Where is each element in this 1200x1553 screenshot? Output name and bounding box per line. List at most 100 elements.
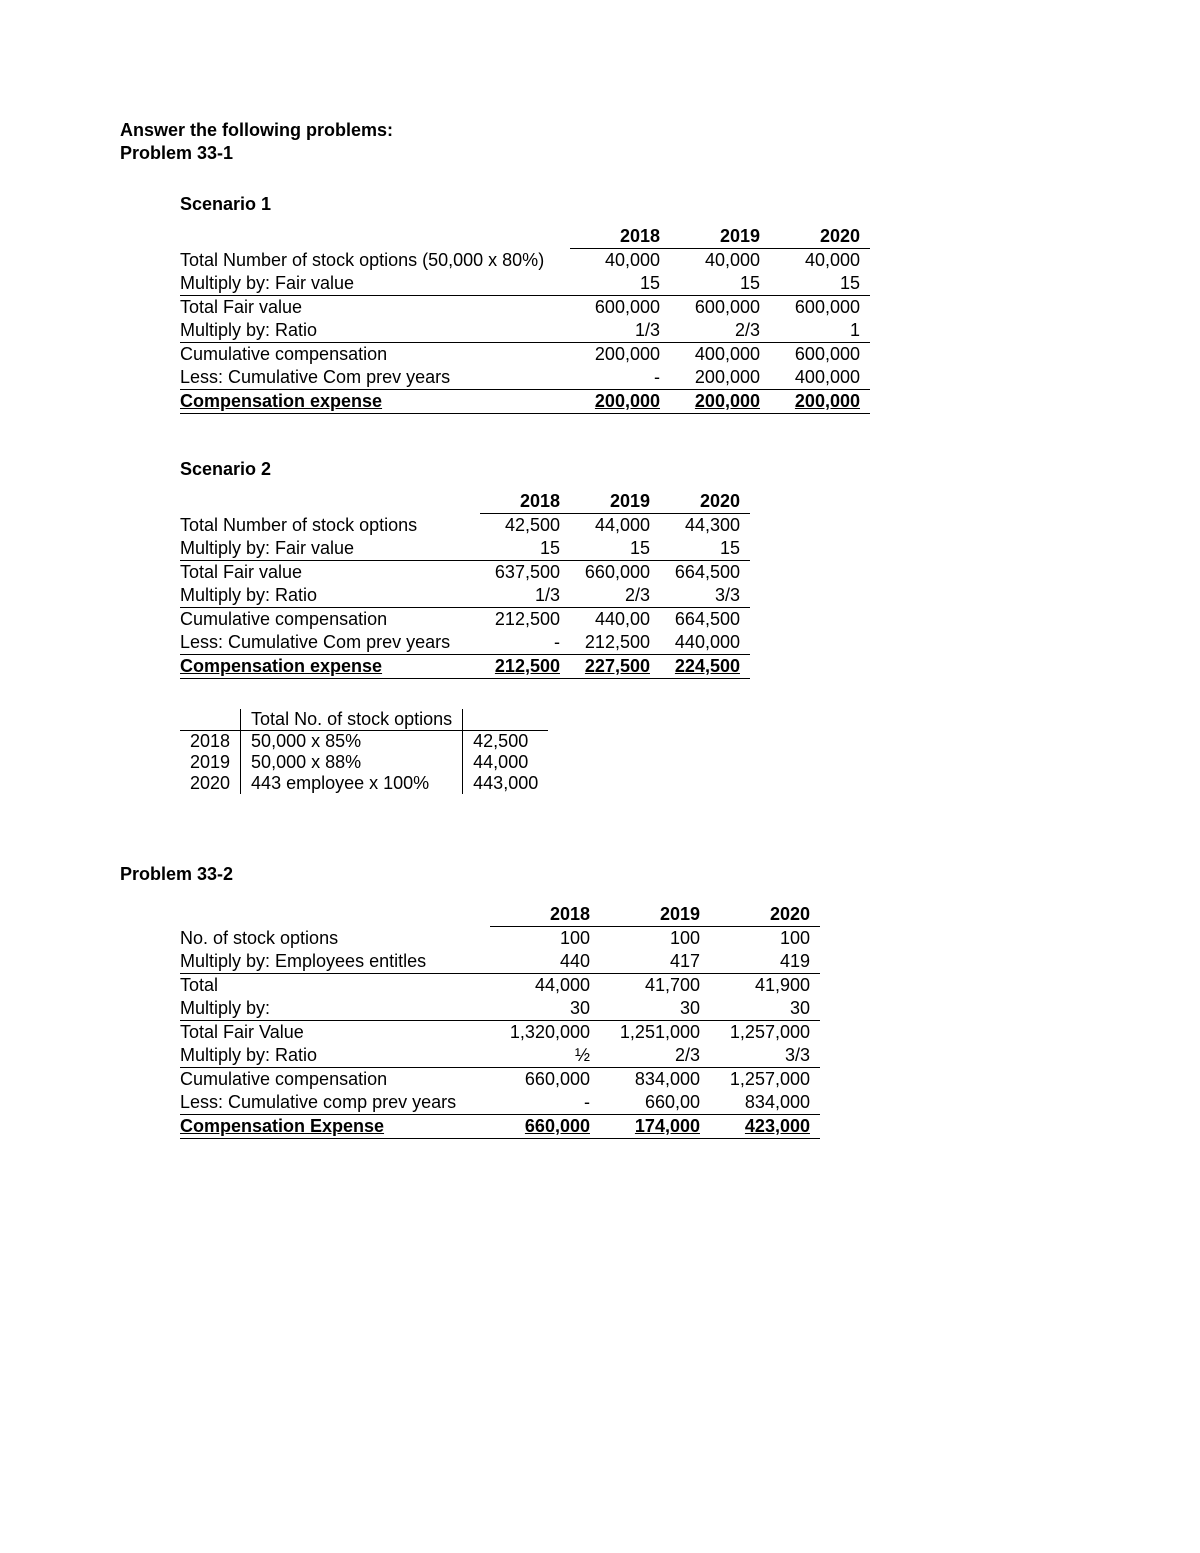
cell: 1,251,000 [600,1021,710,1045]
scenario-2-title: Scenario 2 [180,459,1080,480]
table-row: Multiply by: 30 30 30 [180,997,820,1021]
cell: 600,000 [770,343,870,367]
year-header: 2018 [570,225,670,249]
cell: 44,000 [490,974,600,998]
calc-year: 2018 [180,731,241,753]
table-row: Cumulative compensation 212,500 440,00 6… [180,608,750,632]
row-label: Multiply by: Ratio [180,319,570,343]
table-row: Multiply by: Employees entitles 440 417 … [180,950,820,974]
row-label: Multiply by: Fair value [180,272,570,296]
cell: 1,257,000 [710,1068,820,1092]
cell: 212,500 [480,608,570,632]
cell: 200,000 [570,390,670,414]
cell: 419 [710,950,820,974]
cell: 200,000 [770,390,870,414]
cell: 30 [710,997,820,1021]
cell: 440,00 [570,608,660,632]
cell: 1,257,000 [710,1021,820,1045]
table-row: Total 44,000 41,700 41,900 [180,974,820,998]
table-row: Total Number of stock options (50,000 x … [180,249,870,273]
table-row: Total Fair value 637,500 660,000 664,500 [180,561,750,585]
cell: 2/3 [570,584,660,608]
problem-1-title: Problem 33-1 [120,143,1080,164]
page-title: Answer the following problems: [120,120,1080,141]
row-label: Compensation Expense [180,1115,490,1139]
cell: 100 [710,927,820,951]
table-row: Multiply by: Ratio 1/3 2/3 1 [180,319,870,343]
calc-val: 44,000 [463,752,549,773]
table-header-row: 2018 2019 2020 [180,490,750,514]
year-header: 2020 [660,490,750,514]
table-row: Multiply by: Ratio ½ 2/3 3/3 [180,1044,820,1068]
cell: 100 [600,927,710,951]
cell: 15 [660,537,750,561]
row-label: Cumulative compensation [180,343,570,367]
cell: 637,500 [480,561,570,585]
cell: 212,500 [480,655,570,679]
cell: 224,500 [660,655,750,679]
table-row: Total Fair value 600,000 600,000 600,000 [180,296,870,320]
cell: 44,300 [660,514,750,538]
cell: ½ [490,1044,600,1068]
cell: 30 [490,997,600,1021]
scenario-1-title: Scenario 1 [180,194,1080,215]
row-label: Less: Cumulative Com prev years [180,631,480,655]
calc-val: 443,000 [463,773,549,794]
cell: 440,000 [660,631,750,655]
cell: 660,000 [570,561,660,585]
cell: 40,000 [770,249,870,273]
table-row: 2018 50,000 x 85% 42,500 [180,731,548,753]
cell: 1,320,000 [490,1021,600,1045]
cell: 41,700 [600,974,710,998]
row-label: Cumulative compensation [180,608,480,632]
table-row: Cumulative compensation 660,000 834,000 … [180,1068,820,1092]
cell: 664,500 [660,608,750,632]
table-row: Multiply by: Fair value 15 15 15 [180,272,870,296]
cell: 423,000 [710,1115,820,1139]
table-row: Cumulative compensation 200,000 400,000 … [180,343,870,367]
cell: - [490,1091,600,1115]
cell: 200,000 [670,366,770,390]
cell: 600,000 [670,296,770,320]
cell: 40,000 [570,249,670,273]
cell: 660,000 [490,1115,600,1139]
cell: 227,500 [570,655,660,679]
scenario-1-table: 2018 2019 2020 Total Number of stock opt… [180,225,870,414]
row-label: Multiply by: Employees entitles [180,950,490,974]
cell: 200,000 [670,390,770,414]
options-calc-table: Total No. of stock options 2018 50,000 x… [180,709,548,794]
cell: 440 [490,950,600,974]
table-row: 2019 50,000 x 88% 44,000 [180,752,548,773]
cell: 15 [770,272,870,296]
table-row: No. of stock options 100 100 100 [180,927,820,951]
cell: 600,000 [770,296,870,320]
row-label: Cumulative compensation [180,1068,490,1092]
cell: 212,500 [570,631,660,655]
cell: 100 [490,927,600,951]
cell: 42,500 [480,514,570,538]
row-label: Less: Cumulative Com prev years [180,366,570,390]
cell: 834,000 [710,1091,820,1115]
calc-val: 42,500 [463,731,549,753]
table-total-row: Compensation Expense 660,000 174,000 423… [180,1115,820,1139]
cell: 41,900 [710,974,820,998]
cell: 400,000 [670,343,770,367]
cell: 15 [670,272,770,296]
row-label: No. of stock options [180,927,490,951]
problem-2-title: Problem 33-2 [120,864,1080,885]
cell: 15 [570,537,660,561]
cell: 174,000 [600,1115,710,1139]
year-header: 2019 [570,490,660,514]
cell: 44,000 [570,514,660,538]
scenario-2-table: 2018 2019 2020 Total Number of stock opt… [180,490,750,679]
calc-expr: 50,000 x 85% [241,731,463,753]
cell: 400,000 [770,366,870,390]
row-label: Compensation expense [180,655,480,679]
table-row: Multiply by: Fair value 15 15 15 [180,537,750,561]
cell: - [570,366,670,390]
row-label: Total Fair value [180,561,480,585]
cell: 3/3 [710,1044,820,1068]
table-row: Total Fair Value 1,320,000 1,251,000 1,2… [180,1021,820,1045]
row-label: Total [180,974,490,998]
row-label: Multiply by: [180,997,490,1021]
